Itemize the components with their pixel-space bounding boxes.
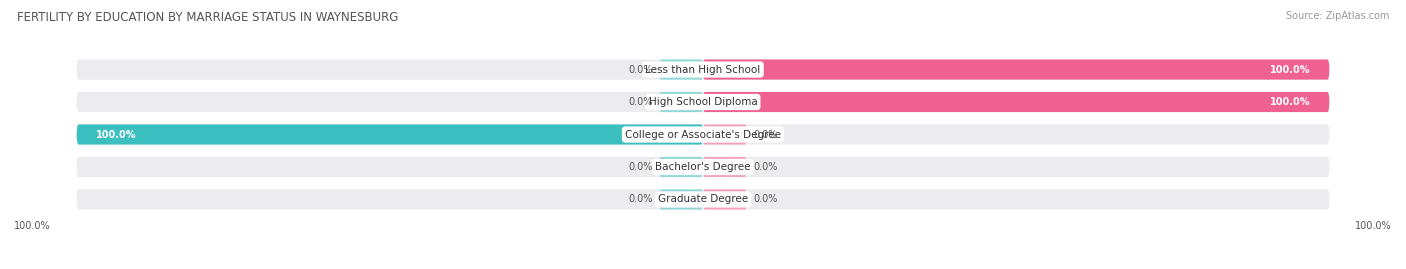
Text: 100.0%: 100.0% [14, 221, 51, 231]
FancyBboxPatch shape [77, 125, 1329, 144]
Text: 0.0%: 0.0% [628, 97, 652, 107]
FancyBboxPatch shape [77, 59, 1329, 80]
FancyBboxPatch shape [703, 59, 1329, 80]
FancyBboxPatch shape [659, 59, 703, 80]
Text: Graduate Degree: Graduate Degree [658, 194, 748, 204]
FancyBboxPatch shape [659, 157, 703, 177]
Text: College or Associate's Degree: College or Associate's Degree [626, 129, 780, 140]
FancyBboxPatch shape [659, 92, 703, 112]
Text: 100.0%: 100.0% [1270, 65, 1310, 75]
Text: 0.0%: 0.0% [628, 162, 652, 172]
Text: 0.0%: 0.0% [754, 129, 778, 140]
Text: High School Diploma: High School Diploma [648, 97, 758, 107]
FancyBboxPatch shape [703, 157, 747, 177]
FancyBboxPatch shape [77, 125, 703, 144]
Text: 0.0%: 0.0% [628, 194, 652, 204]
FancyBboxPatch shape [703, 92, 1329, 112]
Text: 0.0%: 0.0% [628, 65, 652, 75]
Text: 100.0%: 100.0% [96, 129, 136, 140]
FancyBboxPatch shape [659, 189, 703, 210]
Text: 100.0%: 100.0% [1270, 97, 1310, 107]
Text: 100.0%: 100.0% [1355, 221, 1392, 231]
FancyBboxPatch shape [703, 125, 747, 144]
FancyBboxPatch shape [77, 92, 1329, 112]
Text: 0.0%: 0.0% [754, 162, 778, 172]
FancyBboxPatch shape [703, 189, 747, 210]
Text: 0.0%: 0.0% [754, 194, 778, 204]
Text: Source: ZipAtlas.com: Source: ZipAtlas.com [1285, 11, 1389, 21]
Text: Bachelor's Degree: Bachelor's Degree [655, 162, 751, 172]
Text: FERTILITY BY EDUCATION BY MARRIAGE STATUS IN WAYNESBURG: FERTILITY BY EDUCATION BY MARRIAGE STATU… [17, 11, 398, 24]
Text: Less than High School: Less than High School [645, 65, 761, 75]
FancyBboxPatch shape [77, 189, 1329, 210]
FancyBboxPatch shape [77, 157, 1329, 177]
